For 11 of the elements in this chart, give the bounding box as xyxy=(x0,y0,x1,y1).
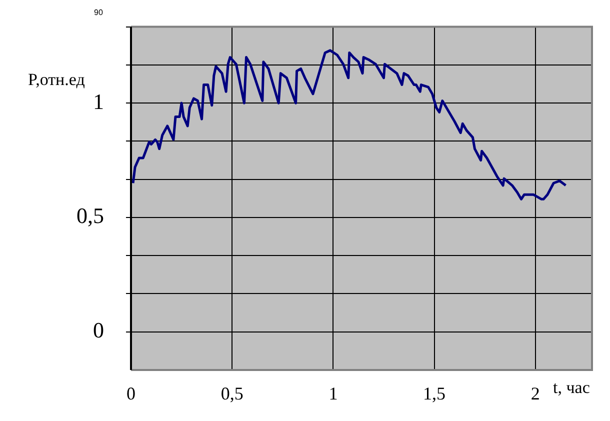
y-tick-label: 0,5 xyxy=(76,203,104,228)
x-tick-label: 2 xyxy=(530,384,540,404)
y-axis-title: P,отн.ед xyxy=(28,70,85,90)
x-tick-label: 0 xyxy=(126,384,136,404)
text: 90 xyxy=(94,8,103,17)
x-axis-title: t, час xyxy=(553,378,590,398)
y-tick-label: 1 xyxy=(93,88,104,114)
y-tick-label: 0 xyxy=(93,318,104,343)
x-tick-label: 1 xyxy=(328,384,338,404)
x-tick-label: 0,5 xyxy=(220,384,244,404)
x-tick-label: 1,5 xyxy=(423,384,446,404)
